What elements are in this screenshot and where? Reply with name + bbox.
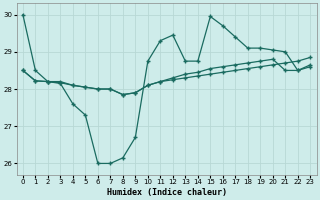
X-axis label: Humidex (Indice chaleur): Humidex (Indice chaleur) [107, 188, 227, 197]
